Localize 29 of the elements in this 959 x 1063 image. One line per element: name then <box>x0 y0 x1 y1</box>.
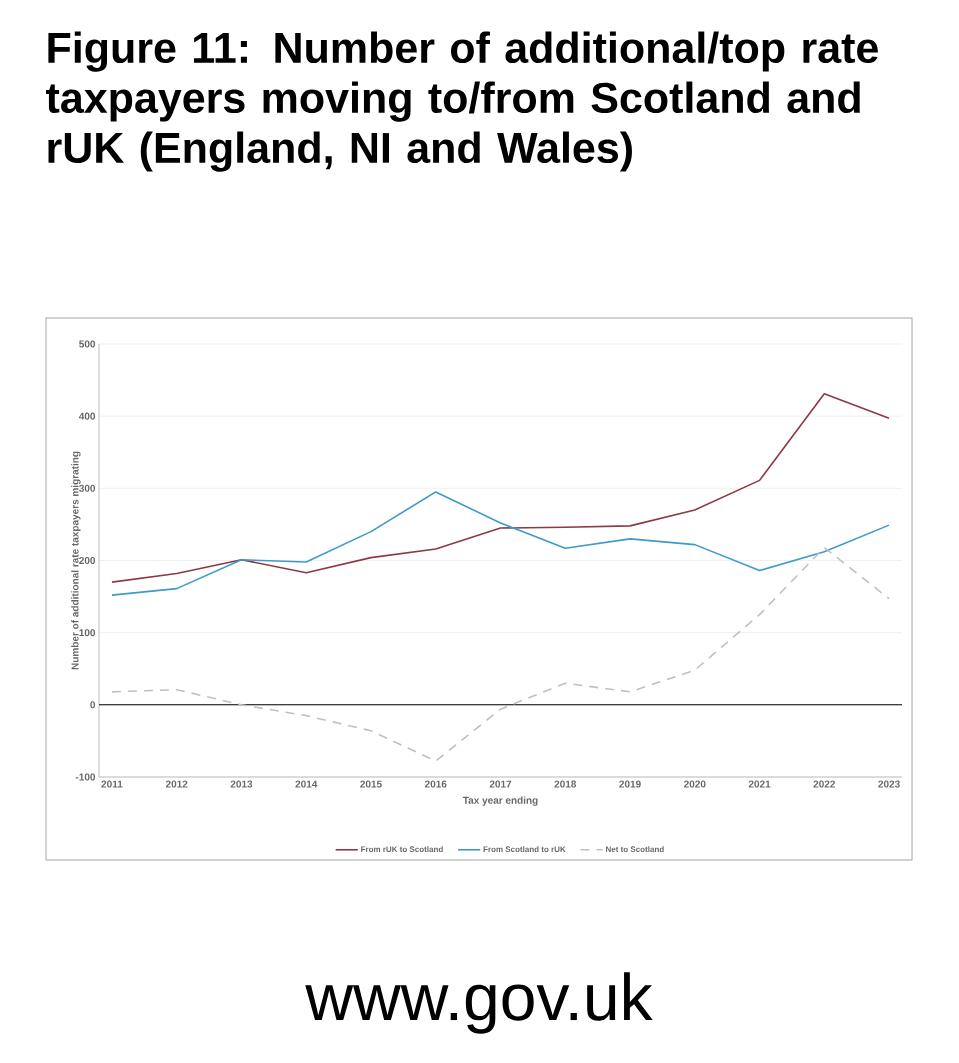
x-tick-label: 2014 <box>295 780 318 788</box>
x-tick-label: 2022 <box>813 780 836 788</box>
line-series <box>111 392 890 583</box>
y-tick-label: 200 <box>79 556 96 565</box>
text: www.gov.uk <box>305 972 653 1034</box>
x-tick-label: 2019 <box>619 780 641 788</box>
x-tick-label: 2018 <box>554 780 577 788</box>
y-tick-label: -100 <box>75 773 96 781</box>
x-tick-label: 2021 <box>748 780 771 788</box>
x-tick-label: 2015 <box>360 780 382 788</box>
x-tick-label: 2017 <box>489 780 512 788</box>
y-tick-label: 500 <box>79 340 96 348</box>
x-tick-label: 2011 <box>101 780 123 788</box>
y-tick-label: 400 <box>78 412 96 420</box>
x-tick-label: 2020 <box>684 780 706 788</box>
legend-label: From Scotland to rUK <box>483 846 566 853</box>
x-tick-label: 2016 <box>424 780 447 788</box>
line-series <box>111 546 890 762</box>
line-series <box>111 491 890 596</box>
y-tick-label: 100 <box>79 629 96 637</box>
y-tick-label: 0 <box>90 701 96 709</box>
legend-label: From rUK to Scotland <box>361 846 443 853</box>
chart-title: Figure 11: Number of additional/top rate taxpayers moving to/from Scotland and rUK (England, NI and Wales) <box>46 31 878 172</box>
x-tick-label: 2013 <box>230 780 253 788</box>
x-axis-title: Tax year ending <box>462 796 538 806</box>
y-tick-label: 300 <box>79 484 96 492</box>
legend-label: Net to Scotland <box>606 846 664 853</box>
x-tick-label: 2012 <box>165 780 188 788</box>
x-tick-label: 2023 <box>878 780 900 788</box>
